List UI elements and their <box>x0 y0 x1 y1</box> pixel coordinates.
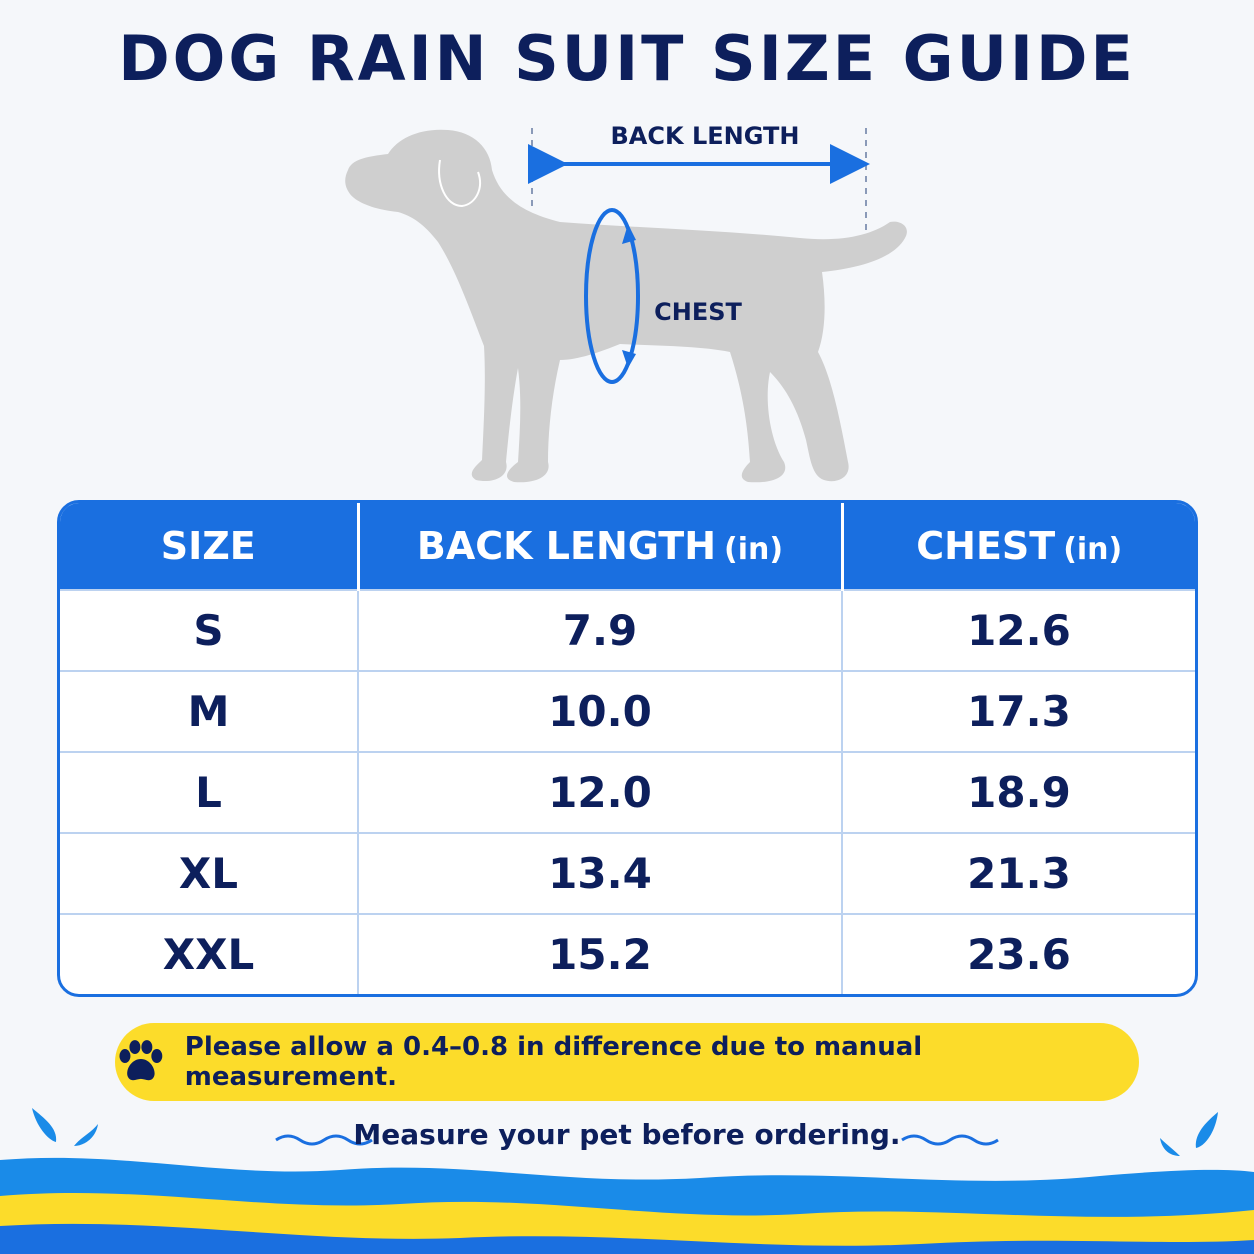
table-header-row: SIZE BACK LENGTH (in) CHEST (in) <box>60 503 1195 590</box>
chest-cell: 12.6 <box>842 588 1195 672</box>
back-length-label: BACK LENGTH <box>611 122 800 150</box>
chest-label: CHEST <box>654 298 742 326</box>
chest-arrow-bottom <box>622 350 636 368</box>
paw-icon <box>119 1040 163 1081</box>
chest-cell: 23.6 <box>842 913 1195 994</box>
splash-left-small <box>74 1124 98 1146</box>
chest-arrow-top <box>622 224 636 244</box>
chest-cell: 21.3 <box>842 832 1195 915</box>
table-row: M 10.0 17.3 <box>60 670 1195 753</box>
header-size: SIZE <box>60 503 360 590</box>
size-cell: L <box>60 751 359 834</box>
splash-right-small <box>1160 1138 1180 1156</box>
size-table: SIZE BACK LENGTH (in) CHEST (in) S 7.9 12.… <box>57 500 1198 997</box>
back-length-cell: 13.4 <box>358 832 843 915</box>
dog-silhouette <box>345 129 907 483</box>
back-length-cell: 12.0 <box>358 751 843 834</box>
back-length-cell: 10.0 <box>358 670 843 753</box>
back-length-cell: 15.2 <box>358 913 843 994</box>
splash-right <box>1195 1112 1218 1148</box>
size-cell: S <box>60 588 359 672</box>
squiggle-right <box>901 1134 999 1146</box>
size-cell: M <box>60 670 359 753</box>
size-cell: XXL <box>60 913 359 994</box>
page-title: DOG RAIN SUIT SIZE GUIDE <box>118 22 1136 95</box>
header-chest: CHEST (in) <box>842 503 1195 590</box>
chest-cell: 18.9 <box>842 751 1195 834</box>
note-text: Please allow a 0.4–0.8 in difference due… <box>184 1032 923 1092</box>
table-row: L 12.0 18.9 <box>60 751 1195 834</box>
measurement-note: Please allow a 0.4–0.8 in difference due… <box>115 1023 1139 1101</box>
header-back-length: BACK LENGTH (in) <box>358 503 844 590</box>
splash-left <box>32 1108 57 1142</box>
back-length-cell: 7.9 <box>358 588 843 672</box>
chest-ring <box>584 208 640 384</box>
chest-cell: 17.3 <box>842 670 1195 753</box>
table-row: XXL 15.2 23.6 <box>60 913 1195 994</box>
size-cell: XL <box>60 832 359 915</box>
squiggle-left <box>275 1134 373 1146</box>
table-row: XL 13.4 21.3 <box>60 832 1195 915</box>
dog-measurement-diagram: BACK LENGTH CHEST <box>345 122 907 483</box>
tagline: Measure your pet before ordering. <box>353 1118 901 1151</box>
wave-decoration <box>0 1108 1254 1254</box>
table-row: S 7.9 12.6 <box>60 588 1195 672</box>
ear-outline <box>438 159 481 208</box>
